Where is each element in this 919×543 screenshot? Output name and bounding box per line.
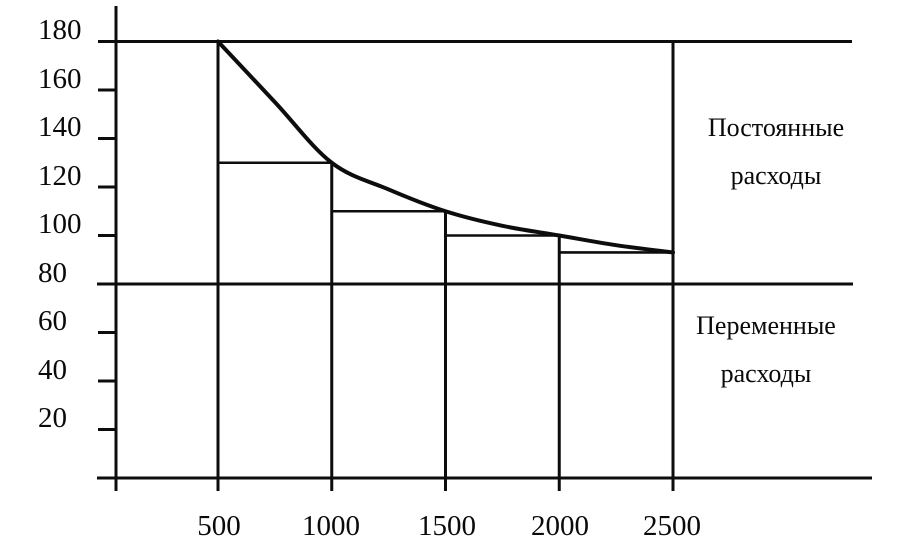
y-axis-tick-label: 80 <box>38 257 67 289</box>
y-axis-tick-label: 60 <box>38 305 67 337</box>
y-axis-tick-label: 120 <box>38 160 82 192</box>
variable-costs-label-line2: расходы <box>720 359 812 388</box>
x-axis-tick-label: 500 <box>197 510 241 542</box>
y-axis-tick-label: 40 <box>38 354 67 386</box>
fixed-costs-label-line2: расходы <box>730 161 822 190</box>
variable-costs-label-line1: Переменные <box>696 311 836 340</box>
x-axis-tick-label: 1000 <box>302 510 360 542</box>
y-axis-tick-label: 160 <box>38 63 82 95</box>
fixed-costs-label: Постоянные расходы <box>676 104 876 200</box>
x-axis-tick-label: 2500 <box>643 510 701 542</box>
fixed-costs-label-line1: Постоянные <box>707 113 845 142</box>
y-axis-tick-label: 140 <box>38 111 82 143</box>
x-axis-tick-label: 1500 <box>418 510 476 542</box>
cost-per-unit-curve <box>216 39 675 255</box>
variable-costs-label: Переменные расходы <box>666 302 866 398</box>
y-axis-tick-label: 180 <box>38 14 82 46</box>
x-axis-tick-label: 2000 <box>531 510 589 542</box>
y-axis-tick-label: 100 <box>38 208 82 240</box>
y-axis-tick-label: 20 <box>38 402 67 434</box>
